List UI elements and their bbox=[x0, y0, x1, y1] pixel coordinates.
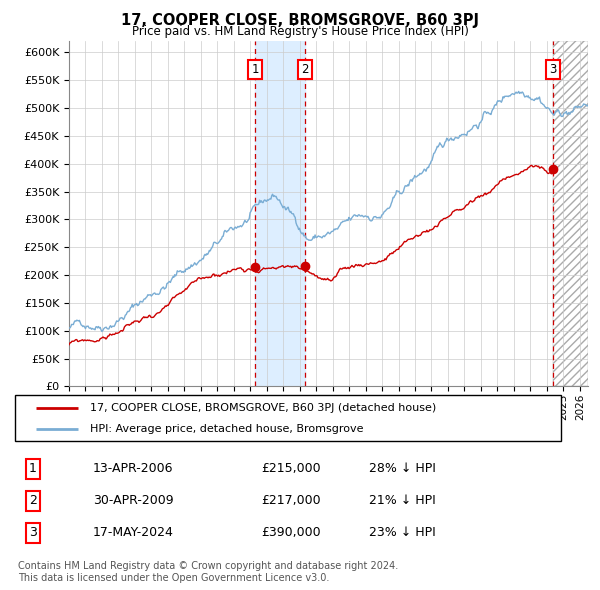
Text: 17, COOPER CLOSE, BROMSGROVE, B60 3PJ: 17, COOPER CLOSE, BROMSGROVE, B60 3PJ bbox=[121, 13, 479, 28]
Text: 2: 2 bbox=[29, 494, 37, 507]
Text: 17-MAY-2024: 17-MAY-2024 bbox=[93, 526, 174, 539]
Text: £215,000: £215,000 bbox=[261, 462, 320, 475]
Bar bbox=[553, 41, 588, 386]
Text: 1: 1 bbox=[29, 462, 37, 475]
Text: Contains HM Land Registry data © Crown copyright and database right 2024.
This d: Contains HM Land Registry data © Crown c… bbox=[18, 561, 398, 583]
FancyBboxPatch shape bbox=[15, 395, 561, 441]
Text: 3: 3 bbox=[29, 526, 37, 539]
Text: 17, COOPER CLOSE, BROMSGROVE, B60 3PJ (detached house): 17, COOPER CLOSE, BROMSGROVE, B60 3PJ (d… bbox=[90, 404, 436, 414]
Text: 23% ↓ HPI: 23% ↓ HPI bbox=[369, 526, 436, 539]
Text: £217,000: £217,000 bbox=[261, 494, 320, 507]
Text: Price paid vs. HM Land Registry's House Price Index (HPI): Price paid vs. HM Land Registry's House … bbox=[131, 25, 469, 38]
Text: HPI: Average price, detached house, Bromsgrove: HPI: Average price, detached house, Brom… bbox=[90, 424, 364, 434]
Text: 21% ↓ HPI: 21% ↓ HPI bbox=[369, 494, 436, 507]
Bar bbox=[255, 41, 305, 386]
Text: 3: 3 bbox=[550, 63, 557, 76]
Text: 1: 1 bbox=[251, 63, 259, 76]
Text: 30-APR-2009: 30-APR-2009 bbox=[93, 494, 173, 507]
Text: 2: 2 bbox=[301, 63, 309, 76]
Text: £390,000: £390,000 bbox=[261, 526, 320, 539]
Text: 28% ↓ HPI: 28% ↓ HPI bbox=[369, 462, 436, 475]
Text: 13-APR-2006: 13-APR-2006 bbox=[93, 462, 173, 475]
